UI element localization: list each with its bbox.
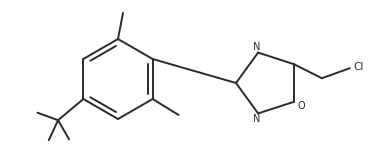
Text: O: O xyxy=(297,101,305,111)
Text: N: N xyxy=(253,42,261,52)
Text: Cl: Cl xyxy=(354,62,364,72)
Text: N: N xyxy=(253,114,261,124)
